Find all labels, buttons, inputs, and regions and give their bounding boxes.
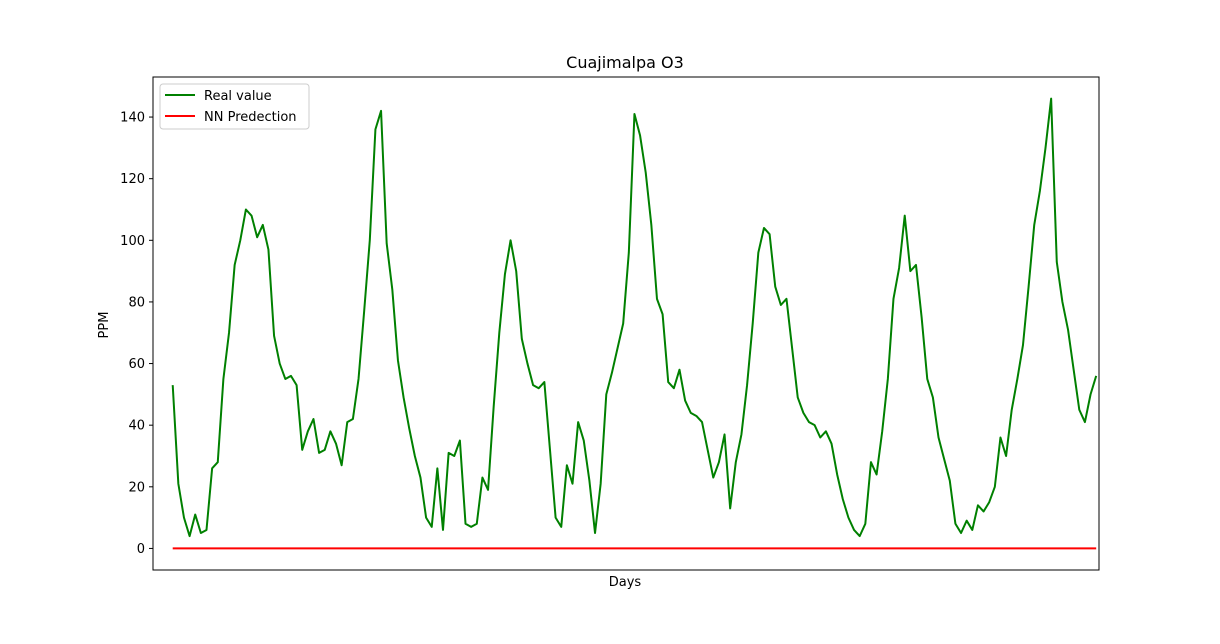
x-axis-label: Days [609, 575, 642, 590]
plot-frame [152, 76, 1100, 571]
y-tick-label: 100 [120, 234, 145, 249]
legend-box [159, 83, 310, 130]
y-axis-label: PPM [97, 312, 112, 339]
y-tick-label: 0 [137, 542, 145, 557]
plot-area [171, 97, 1098, 550]
legend-label-real-value: Real value [204, 89, 272, 104]
y-axis: 0 20 40 60 80 100 120 140 [120, 111, 153, 557]
y-tick-label: 140 [120, 111, 145, 126]
legend-label-nn-prediction: NN Predection [204, 110, 297, 125]
y-tick-label: 80 [128, 295, 145, 310]
y-tick-label: 60 [128, 357, 145, 372]
y-tick-label: 20 [128, 480, 145, 495]
chart-title: Cuajimalpa O3 [566, 53, 684, 72]
legend: Real value NN Predection [159, 83, 310, 130]
y-tick-label: 40 [128, 419, 145, 434]
series-line-real-value [171, 97, 1098, 538]
y-tick-label: 120 [120, 172, 145, 187]
